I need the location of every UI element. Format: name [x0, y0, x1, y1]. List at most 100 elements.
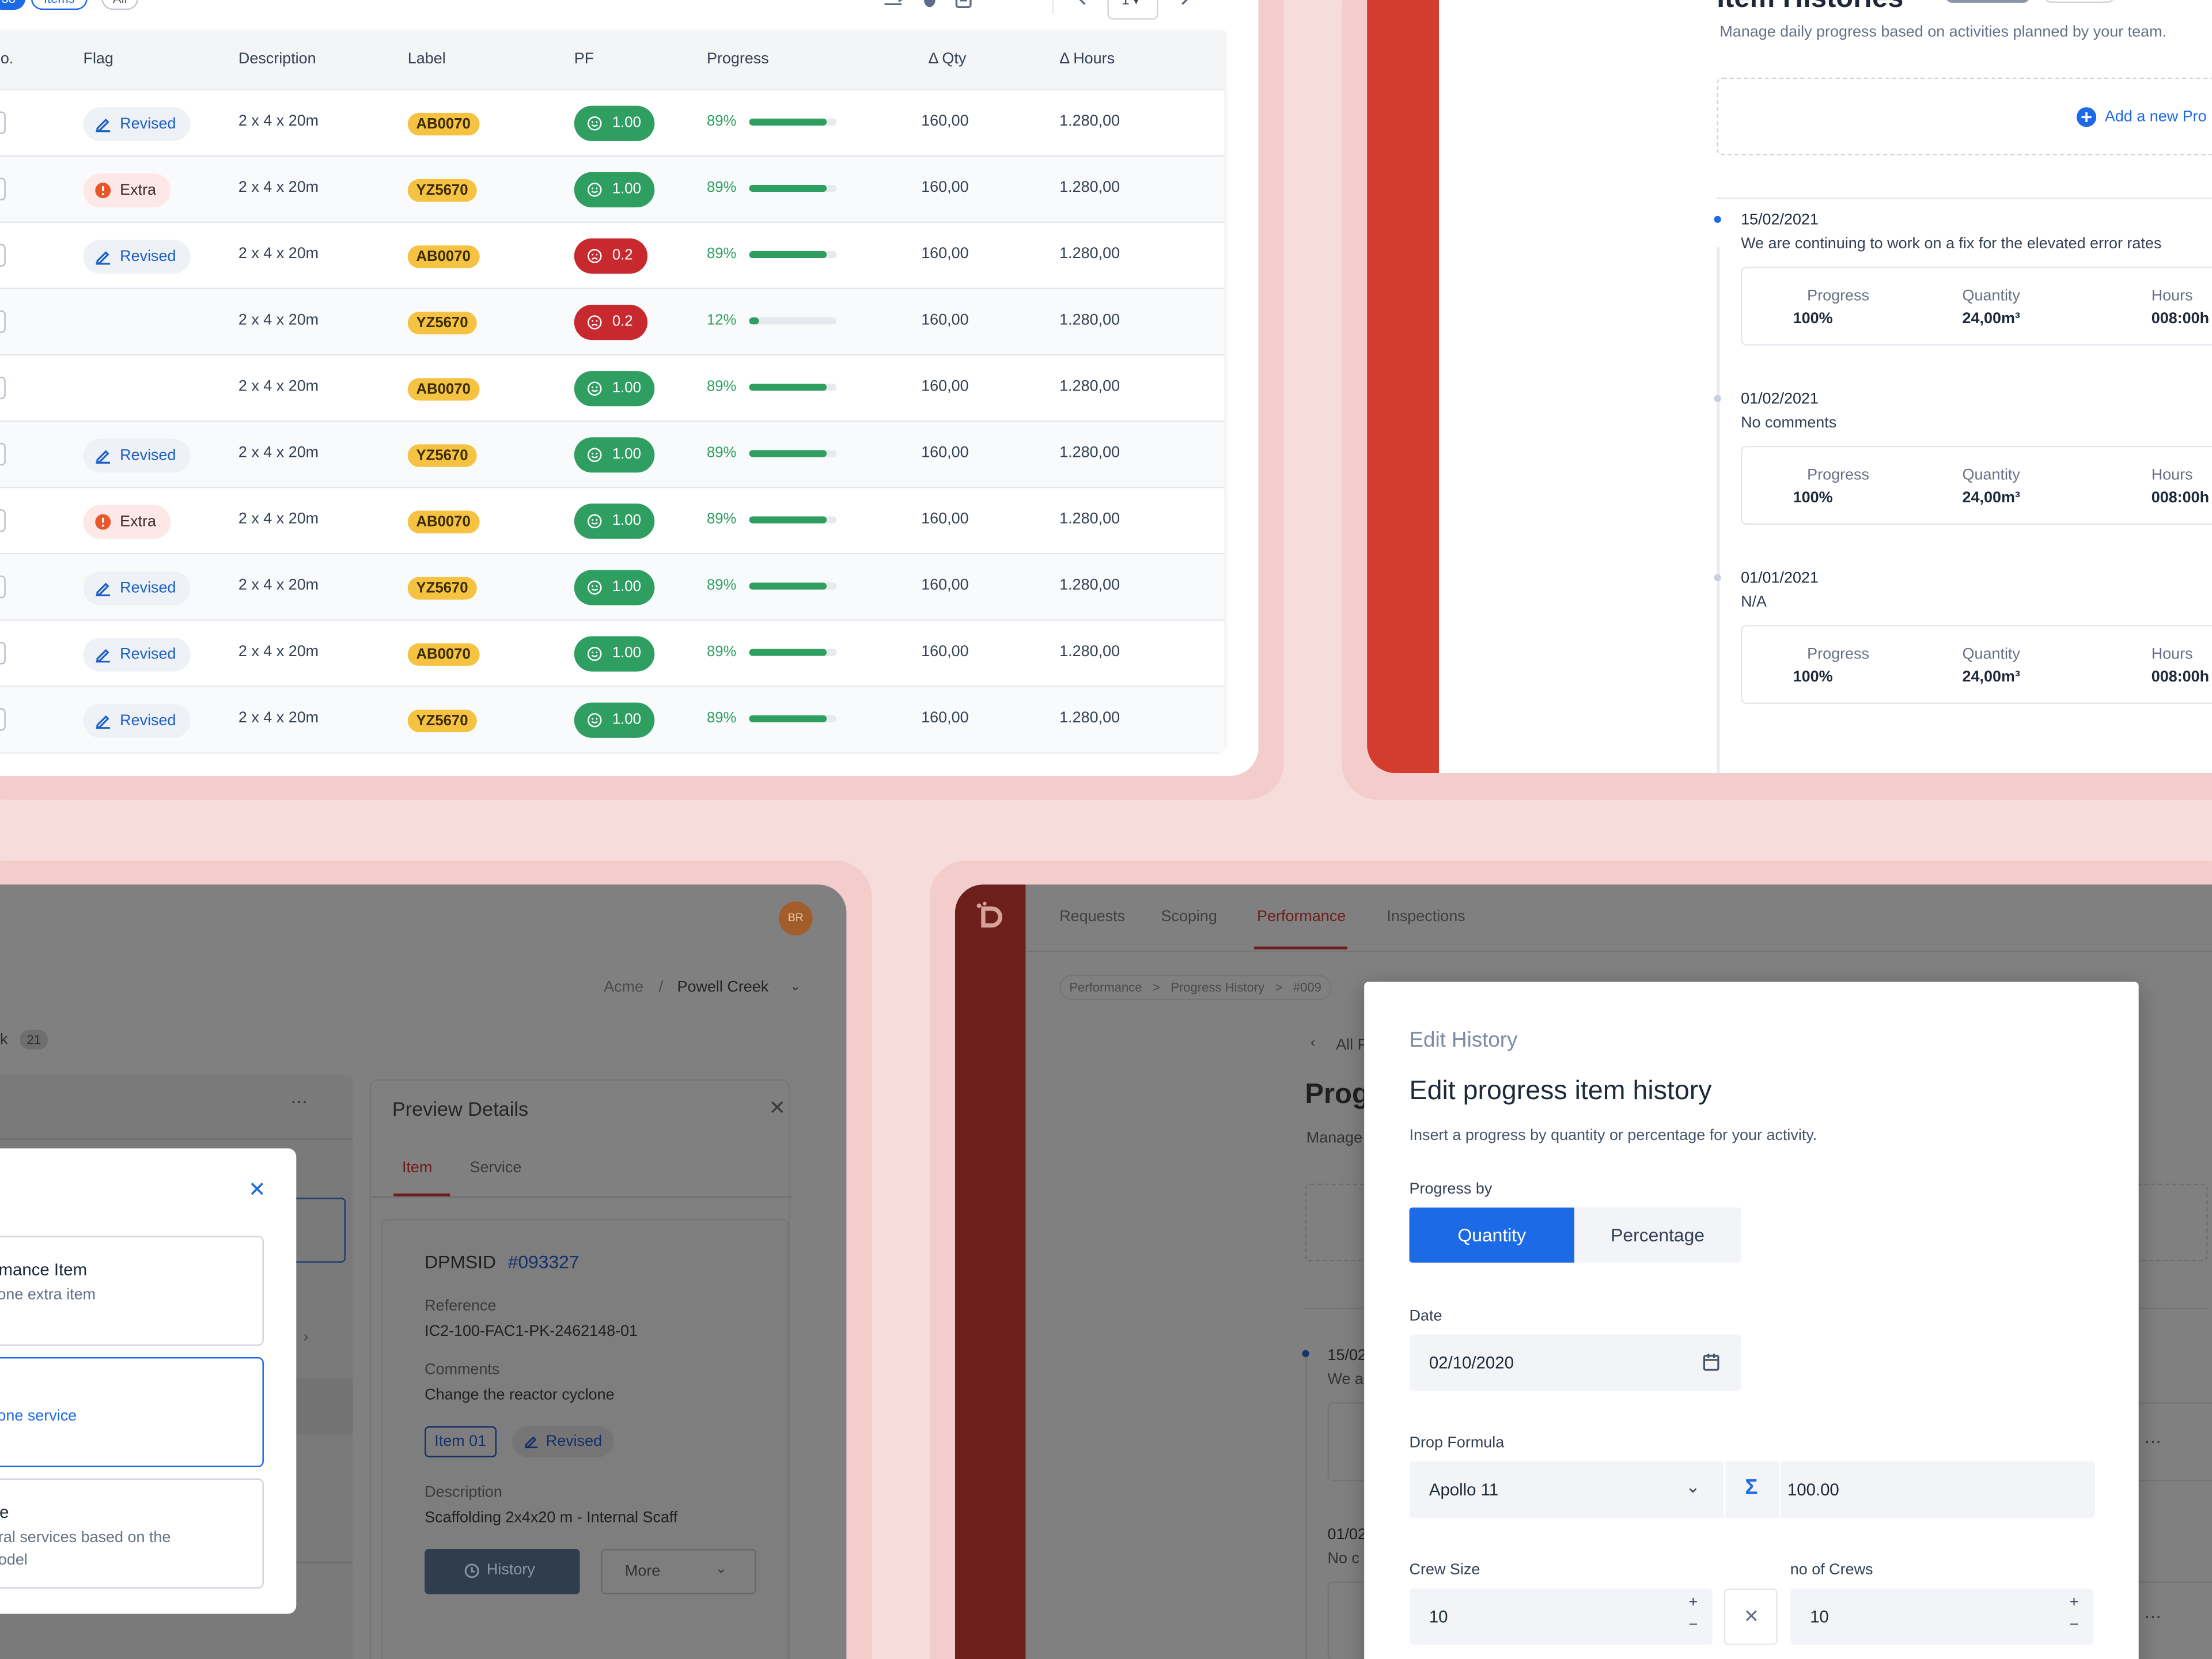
segment-quantity[interactable]: Quantity: [1409, 1207, 1575, 1263]
table-row[interactable]: Revised 2 x 4 x 20m AB0070 1.00 89% 160,00 1.2…: [0, 89, 1225, 155]
table-row[interactable]: 8 Revised 2 x 4 x 20m YZ5670 1.00 89% 160,00 1.…: [0, 553, 1225, 620]
close-icon[interactable]: ✕: [768, 1096, 786, 1119]
history-card[interactable]: Progress 100% Quantity 24,00m³ Hours 008:00h: [1741, 266, 2212, 346]
page-select[interactable]: 1 ▾: [1107, 0, 1158, 20]
decrement-icon[interactable]: −: [2069, 1616, 2079, 1634]
secondary-chip[interactable]: [2044, 0, 2115, 3]
revised-tag: Revised: [512, 1426, 613, 1457]
avatar[interactable]: BR: [778, 901, 813, 935]
all-filter-pill[interactable]: All: [101, 0, 139, 10]
segment-percentage[interactable]: Percentage: [1574, 1207, 1741, 1263]
items-filter-pill[interactable]: Items: [31, 0, 88, 10]
breadcrumb-item[interactable]: #009: [1293, 980, 1321, 995]
add-progress-button[interactable]: Add a new Pro: [1717, 77, 2212, 156]
history-title: Item Histories: [1717, 0, 1903, 16]
progress-fill: [749, 118, 827, 126]
history-button[interactable]: History: [425, 1549, 580, 1594]
col-delta-qty[interactable]: Δ Qty: [928, 51, 967, 68]
history-panel: Item Histories Manage daily progress bas…: [1367, 0, 2212, 774]
choice-option-service[interactable]: ice nly one service: [0, 1357, 264, 1467]
breadcrumb-item[interactable]: Progress History: [1171, 980, 1265, 995]
table-row[interactable]: 3 Revised 2 x 4 x 20m AB0070 0.2 89% 160,00 1.2…: [0, 221, 1225, 287]
increment-icon[interactable]: +: [1688, 1594, 1698, 1611]
flag-label: Revised: [120, 115, 176, 133]
more-icon[interactable]: ⋯: [2144, 1607, 2161, 1627]
column-settings-icon[interactable]: [883, 0, 906, 9]
description-cell: 2 x 4 x 20m: [238, 444, 319, 461]
item-number-box[interactable]: 4: [0, 310, 6, 333]
dpmsid-value[interactable]: #093327: [507, 1251, 579, 1272]
back-link[interactable]: All P: [1336, 1037, 1368, 1054]
multiply-button[interactable]: ✕: [1724, 1588, 1778, 1645]
hours-label: Hours: [2151, 646, 2193, 664]
table-row[interactable]: 7 Extra 2 x 4 x 20m AB0070 1.00 89% 160,00 1.28…: [0, 486, 1225, 553]
col-pf[interactable]: PF: [574, 51, 594, 68]
breadcrumb-item[interactable]: Performance: [1069, 980, 1142, 995]
col-delta-hours[interactable]: Δ Hours: [1059, 51, 1115, 68]
table-row[interactable]: 9 Revised 2 x 4 x 20m AB0070 1.00 89% 160,00 1.…: [0, 619, 1225, 685]
calendar-icon[interactable]: [1703, 1353, 1719, 1372]
breadcrumb-site[interactable]: Powell Creek: [677, 979, 769, 996]
chevron-down-icon[interactable]: ⌄: [790, 979, 801, 994]
more-icon[interactable]: ⋯: [2144, 1431, 2161, 1452]
logo-icon[interactable]: [975, 902, 1006, 933]
breadcrumb-org[interactable]: Acme: [604, 979, 644, 996]
tab-service[interactable]: Service: [469, 1160, 522, 1177]
nav-performance[interactable]: Performance: [1257, 908, 1346, 926]
history-comment: We are continuing to work on a fix for t…: [1741, 235, 2162, 253]
delta-qty-cell: 160,00: [921, 112, 969, 130]
bug-icon[interactable]: [921, 0, 938, 9]
history-button-label: History: [486, 1562, 535, 1579]
item-number-box[interactable]: 9: [0, 642, 6, 665]
col-item-no[interactable]: m no.: [0, 51, 14, 68]
formula-number-input[interactable]: 100.00: [1780, 1461, 2095, 1518]
formula-select[interactable]: Apollo 11 ⌄: [1409, 1461, 1724, 1518]
history-card[interactable]: Progress 100% Quantity 24,00m³ Hours 008:00h: [1741, 624, 2212, 704]
table-row[interactable]: 4 2 x 4 x 20m YZ5670 0.2 12% 160,00 1.280,00: [0, 287, 1225, 354]
progress-text: 89%: [706, 378, 737, 395]
choice-option-multi-service[interactable]: rvice everal services based on the y mod…: [0, 1478, 264, 1589]
decrement-icon[interactable]: −: [1688, 1616, 1698, 1634]
tab-item[interactable]: Item: [402, 1160, 433, 1177]
prev-page-icon[interactable]: [1077, 0, 1088, 6]
date-field[interactable]: 02/10/2020: [1409, 1334, 1741, 1391]
nav-scoping[interactable]: Scoping: [1161, 908, 1217, 926]
nav-requests[interactable]: Requests: [1059, 908, 1126, 926]
back-icon[interactable]: ‹: [1310, 1035, 1316, 1051]
timeline-dot: [1714, 395, 1721, 402]
item-number-box[interactable]: 7: [0, 509, 6, 532]
table-row[interactable]: 2 Extra 2 x 4 x 20m YZ5670 1.00 89% 160,00 1.28…: [0, 155, 1225, 222]
close-icon[interactable]: ✕: [248, 1177, 266, 1202]
item-number-box[interactable]: 2: [0, 177, 6, 200]
more-button[interactable]: More ⌄: [601, 1549, 756, 1594]
item-number-box[interactable]: 5: [0, 376, 6, 400]
history-card[interactable]: Progress 100% Quantity 24,00m³ Hours 008:00h: [1741, 445, 2212, 525]
item-number-box[interactable]: [0, 111, 6, 134]
no-crews-stepper[interactable]: 10 + −: [1790, 1588, 2094, 1645]
col-flag[interactable]: Flag: [83, 51, 113, 68]
count-pill[interactable]: 38: [0, 0, 26, 10]
document-icon[interactable]: [955, 0, 972, 9]
table-panel: 38 Items All 1 ▾ m no. Flag Description …: [0, 0, 1259, 776]
item-number-box[interactable]: [0, 708, 6, 731]
chevron-right-icon[interactable]: ›: [303, 1328, 309, 1346]
table-row[interactable]: 5 2 x 4 x 20m AB0070 1.00 89% 160,00 1.280,00: [0, 354, 1225, 421]
sigma-button[interactable]: Σ: [1725, 1461, 1779, 1518]
col-progress[interactable]: Progress: [706, 51, 769, 68]
comments-label: Comments: [425, 1361, 500, 1378]
table-row[interactable]: Revised 2 x 4 x 20m YZ5670 1.00 89% 160,00 1.2…: [0, 685, 1225, 752]
history-comment: N/A: [1741, 594, 1767, 611]
col-label[interactable]: Label: [407, 51, 446, 68]
table-row[interactable]: 6 Revised 2 x 4 x 20m YZ5670 1.00 89% 160,00 1.…: [0, 420, 1225, 487]
crew-size-stepper[interactable]: 10 + −: [1409, 1588, 1713, 1645]
col-description[interactable]: Description: [238, 51, 316, 68]
item-number-box[interactable]: 3: [0, 244, 6, 267]
preview-panel: BR Acme / Powell Creek ⌄ k 21 ⋯ › Previe…: [0, 884, 847, 1659]
nav-inspections[interactable]: Inspections: [1387, 908, 1465, 926]
increment-icon[interactable]: +: [2069, 1594, 2079, 1611]
item-number-box[interactable]: 6: [0, 442, 6, 466]
more-icon[interactable]: ⋯: [290, 1092, 308, 1112]
item-number-box[interactable]: 8: [0, 575, 6, 599]
next-page-icon[interactable]: [1179, 0, 1191, 6]
choice-option-performance-item[interactable]: rformance Item nly one extra item: [0, 1236, 264, 1346]
